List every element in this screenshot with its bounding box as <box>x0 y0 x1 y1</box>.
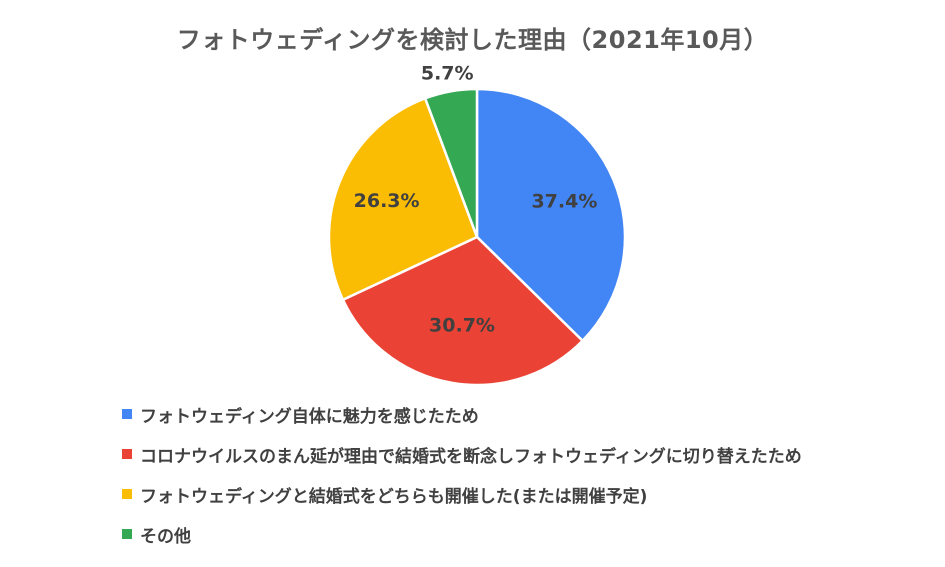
slice-value-label-4: 5.7% <box>421 62 474 84</box>
pie-slice-4 <box>423 87 479 239</box>
legend-swatch <box>122 489 132 499</box>
legend-item-2: コロナウイルスのまん延が理由で結婚式を断念しフォトウェディングに切り替えたため <box>122 444 802 467</box>
legend-label: その他 <box>140 526 191 547</box>
slice-value-label-1: 37.4% <box>531 190 597 212</box>
legend-item-4: その他 <box>122 524 802 547</box>
legend-swatch <box>122 529 132 539</box>
chart-title: フォトウェディングを検討した理由（2021年10月） <box>176 26 769 54</box>
legend-swatch <box>122 449 132 459</box>
legend-item-3: フォトウェディングと結婚式をどちらも開催した(または開催予定) <box>122 484 802 507</box>
legend-label: コロナウイルスのまん延が理由で結婚式を断念しフォトウェディングに切り替えたため <box>140 446 802 467</box>
legend-item-1: フォトウェディング自体に魅力を感じたため <box>122 404 802 427</box>
slice-value-label-3: 26.3% <box>354 190 420 212</box>
legend-label: フォトウェディングと結婚式をどちらも開催した(または開催予定) <box>140 486 648 507</box>
pie-slices <box>327 87 627 387</box>
pie-slice-2 <box>341 235 584 387</box>
pie-slice-1 <box>475 87 627 342</box>
slice-value-label-2: 30.7% <box>429 315 495 337</box>
legend-label: フォトウェディング自体に魅力を感じたため <box>140 406 479 427</box>
pie-labels: 37.4% 30.7% 26.3% 5.7% <box>354 62 598 336</box>
legend-swatch <box>122 409 132 419</box>
chart-legend: フォトウェディング自体に魅力を感じたためコロナウイルスのまん延が理由で結婚式を断… <box>122 404 802 564</box>
pie-slice-3 <box>327 97 479 301</box>
